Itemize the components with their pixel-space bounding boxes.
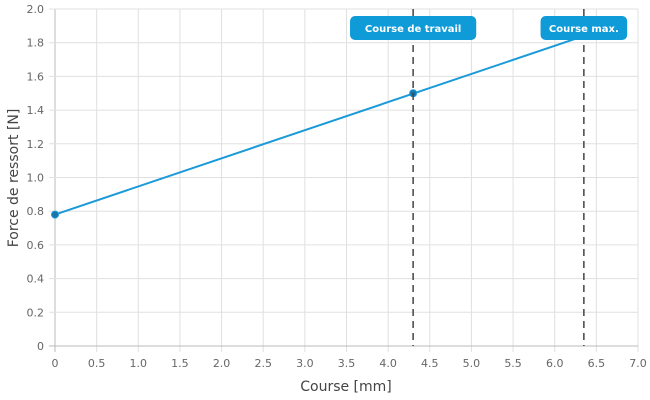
x-tick-label: 4.5 bbox=[421, 357, 439, 370]
series-line bbox=[54, 35, 585, 216]
x-tick-label: 5.0 bbox=[463, 357, 481, 370]
x-axis-title: Course [mm] bbox=[300, 379, 392, 395]
y-tick-label: 0.8 bbox=[27, 205, 45, 218]
y-tick-label: 1.6 bbox=[27, 70, 45, 83]
x-tick-label: 0 bbox=[52, 357, 59, 370]
grid bbox=[49, 8, 639, 352]
y-tick-label: 1.8 bbox=[27, 37, 45, 50]
annotation-box bbox=[540, 16, 628, 40]
y-tick-label: 0.2 bbox=[27, 306, 45, 319]
x-tick-label: 0.5 bbox=[88, 357, 106, 370]
y-tick-label: 1.2 bbox=[27, 138, 45, 151]
data-point bbox=[51, 210, 59, 219]
y-tick-label: 1.4 bbox=[27, 104, 45, 117]
x-tick-label: 2.5 bbox=[254, 357, 272, 370]
x-tick-label: 1.0 bbox=[130, 357, 148, 370]
series-layer bbox=[51, 35, 585, 219]
x-tick-label: 3.0 bbox=[296, 357, 314, 370]
annotation-label: Course max. bbox=[549, 24, 619, 35]
x-tick-label: 2.0 bbox=[213, 357, 231, 370]
x-tick-label: 6.5 bbox=[588, 357, 606, 370]
y-tick-label: 0.6 bbox=[27, 239, 45, 252]
x-axis-ticks: 0 0.5 1.0 1.5 2.0 2.5 3.0 3.5 4.0 4.5 5.0 5.5 6.0 6.5… bbox=[52, 357, 647, 370]
y-tick-label: 0 bbox=[37, 340, 44, 353]
annotation-label: Course de travail bbox=[365, 24, 461, 35]
x-tick-label: 7.0 bbox=[629, 357, 647, 370]
x-tick-label: 3.5 bbox=[338, 357, 356, 370]
y-tick-label: 0.4 bbox=[27, 273, 45, 286]
y-tick-label: 1.0 bbox=[27, 172, 45, 185]
x-tick-label: 1.5 bbox=[171, 357, 189, 370]
x-tick-label: 5.5 bbox=[504, 357, 522, 370]
annotations-layer: Course de travail Course max. bbox=[350, 9, 628, 346]
annotation-box bbox=[350, 16, 477, 40]
x-tick-label: 4.0 bbox=[379, 357, 397, 370]
y-axis-title: Force de ressort [N] bbox=[6, 109, 22, 248]
y-tick-label: 2.0 bbox=[27, 3, 45, 16]
y-axis-ticks: 0 0.2 0.4 0.6 0.8 1.0 1.2 1.4 1.6 1.8 2.0 bbox=[27, 3, 45, 353]
x-tick-label: 6.0 bbox=[546, 357, 564, 370]
